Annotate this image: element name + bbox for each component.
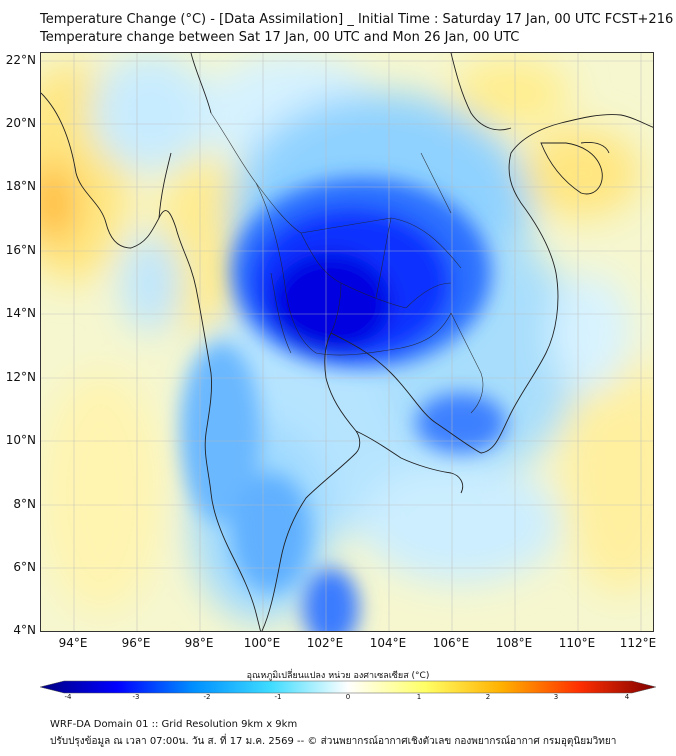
lat-label-8N: 8°N [13,497,36,511]
lat-label-6N: 6°N [13,560,36,574]
colorbar-tick: 1 [416,693,422,701]
lat-label-22N: 22°N [5,53,36,67]
map-title: Temperature Change (°C) - [Data Assimila… [40,12,674,27]
lon-label-108E: 108°E [495,636,533,650]
colorbar-title: อุณหภูมิเปลี่ยนแปลง หน่วย องศาเซลเซียส (… [246,671,430,681]
colorbar-tick: -4 [64,693,72,701]
colorbar [39,679,657,694]
cold-core [181,178,506,631]
admin-borders [210,112,484,414]
lon-label-100E: 100°E [243,636,281,650]
lon-label-110E: 110°E [558,636,596,650]
lon-label-106E: 106°E [432,636,470,650]
colorbar-tick: -1 [274,693,282,701]
lat-label-4N: 4°N [13,623,36,637]
coastlines [41,53,653,631]
colorbar-tick: 2 [485,693,491,701]
graticule [41,53,653,631]
colorbar-tick: 0 [345,693,351,701]
lon-label-98E: 98°E [184,636,214,650]
colorbar-tick: -3 [132,693,140,701]
colorbar-graphic [39,680,657,694]
lat-label-18N: 18°N [5,179,36,193]
lon-label-112E: 112°E [619,636,657,650]
footer-credit: ปรับปรุงข้อมูล ณ เวลา 07:00น. วัน ส. ที่… [50,736,617,747]
map-subtitle: Temperature change between Sat 17 Jan, 0… [40,30,520,45]
lat-label-16N: 16°N [5,243,36,257]
footer-model-info: WRF-DA Domain 01 :: Grid Resolution 9km … [50,719,298,730]
colorbar-ramp [39,680,657,694]
map-canvas [41,53,653,631]
lon-label-104E: 104°E [369,636,407,650]
lat-label-10N: 10°N [5,433,36,447]
colorbar-tick: 3 [553,693,559,701]
colorbar-tick: 4 [624,693,630,701]
lon-label-102E: 102°E [306,636,344,650]
temperature-change-map [40,52,654,632]
lat-label-12N: 12°N [5,370,36,384]
lon-label-94E: 94°E [58,636,88,650]
lon-label-96E: 96°E [121,636,151,650]
lat-label-20N: 20°N [5,116,36,130]
colorbar-tick: -2 [203,693,211,701]
lat-label-14N: 14°N [5,306,36,320]
